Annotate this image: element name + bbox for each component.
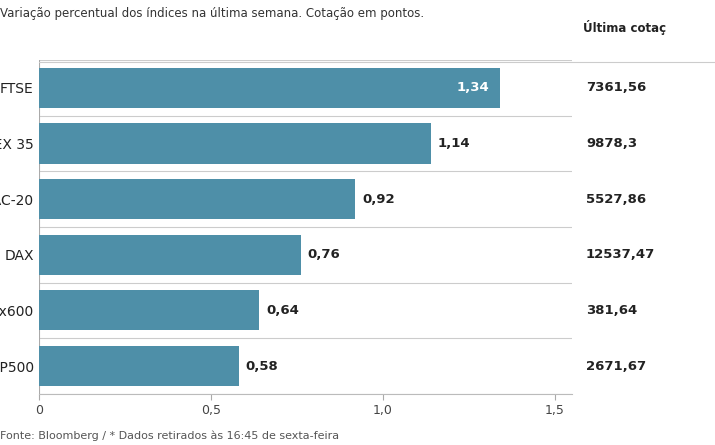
Text: 5527,86: 5527,86 [586, 193, 646, 206]
Bar [39, 68, 500, 108]
Text: Fonte: Bloomberg / * Dados retirados às 16:45 de sexta-feira: Fonte: Bloomberg / * Dados retirados às … [0, 430, 339, 441]
Text: 0,58: 0,58 [245, 360, 278, 372]
Text: 381,64: 381,64 [586, 304, 637, 317]
Text: 12537,47: 12537,47 [586, 248, 655, 261]
Text: 2671,67: 2671,67 [586, 360, 646, 372]
Text: 0,92: 0,92 [363, 193, 395, 206]
Bar [39, 124, 431, 164]
Text: 1,34: 1,34 [457, 81, 490, 94]
Text: Variação percentual dos índices na última semana. Cotação em pontos.: Variação percentual dos índices na últim… [0, 7, 424, 20]
Text: 9878,3: 9878,3 [586, 137, 637, 150]
Bar [39, 346, 239, 386]
Text: 1,14: 1,14 [438, 137, 470, 150]
Text: 0,64: 0,64 [266, 304, 299, 317]
Text: 7361,56: 7361,56 [586, 81, 646, 94]
Text: Última cotaç: Última cotaç [583, 20, 666, 35]
Bar [39, 235, 300, 275]
Bar [39, 179, 355, 219]
Bar [39, 290, 260, 330]
Text: 0,76: 0,76 [307, 248, 340, 261]
